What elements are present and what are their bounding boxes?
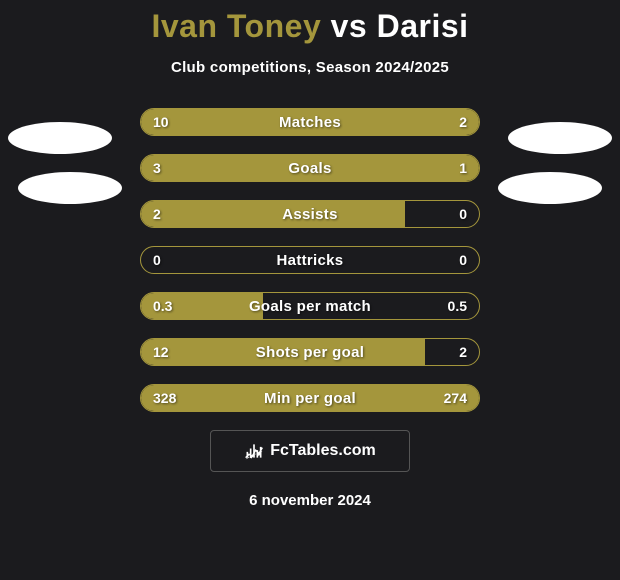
team-badge-placeholder-left-2 [18, 172, 122, 204]
stat-row: 122Shots per goal [140, 338, 480, 366]
stat-label: Goals [141, 155, 479, 181]
team-badge-placeholder-left-1 [8, 122, 112, 154]
site-logo[interactable]: FcTables.com [210, 430, 410, 472]
stat-label: Shots per goal [141, 339, 479, 365]
stat-label: Min per goal [141, 385, 479, 411]
comparison-title: Ivan Toney vs Darisi [0, 0, 620, 45]
stat-label: Hattricks [141, 247, 479, 273]
team-badge-placeholder-right-1 [508, 122, 612, 154]
stat-row: 102Matches [140, 108, 480, 136]
team-badge-placeholder-right-2 [498, 172, 602, 204]
stat-row: 31Goals [140, 154, 480, 182]
stat-row: 20Assists [140, 200, 480, 228]
stat-row: 328274Min per goal [140, 384, 480, 412]
comparison-chart: 102Matches 31Goals 20Assists 00Hattricks 0.3… [140, 108, 480, 412]
stat-row: 00Hattricks [140, 246, 480, 274]
stat-label: Goals per match [141, 293, 479, 319]
player1-name: Ivan Toney [151, 8, 321, 44]
comparison-subtitle: Club competitions, Season 2024/2025 [0, 59, 620, 76]
vs-separator: vs [331, 8, 368, 44]
snapshot-date: 6 november 2024 [0, 492, 620, 509]
player2-name: Darisi [377, 8, 469, 44]
stat-label: Matches [141, 109, 479, 135]
stat-row: 0.30.5Goals per match [140, 292, 480, 320]
stat-label: Assists [141, 201, 479, 227]
site-logo-text: FcTables.com [270, 442, 376, 460]
bar-chart-icon [244, 441, 264, 461]
